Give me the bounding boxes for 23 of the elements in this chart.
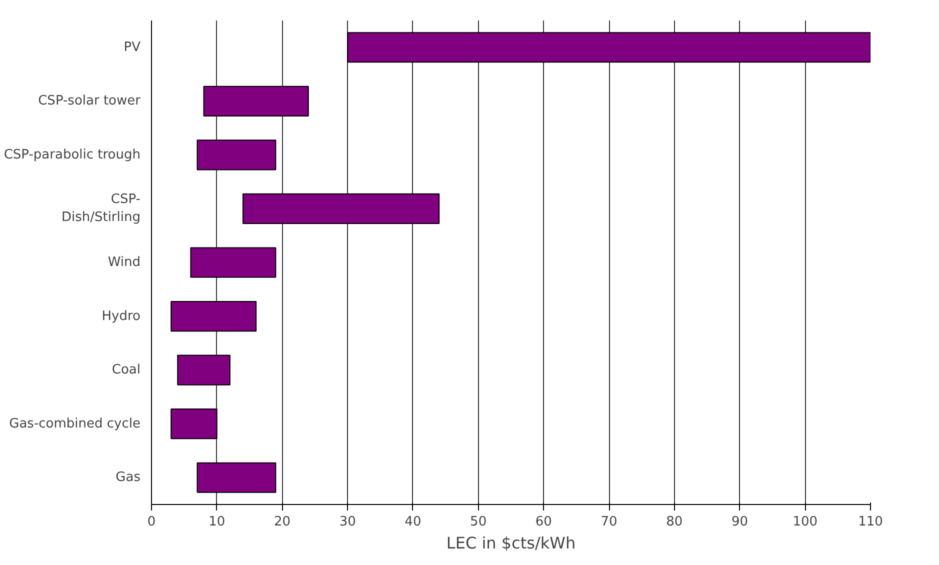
y-tick-label: Gas-combined cycle: [9, 416, 141, 432]
y-tick-label: Coal: [112, 362, 140, 378]
x-tick-label: 110: [858, 514, 883, 530]
x-tick-label: 40: [404, 514, 422, 530]
x-tick-label: 100: [792, 514, 818, 530]
x-tick-label: 20: [274, 514, 291, 530]
y-tick-label: PV: [124, 40, 141, 55]
x-tick-label: 80: [666, 514, 683, 530]
y-tick-label: Hydro: [102, 308, 141, 324]
x-tick-label: 90: [732, 514, 748, 530]
x-axis-title: LEC in $cts/kWh: [446, 534, 576, 552]
x-tick-label: 10: [208, 514, 226, 530]
x-tick-label: 70: [600, 514, 618, 530]
x-tick-label: 60: [535, 514, 552, 530]
y-tick-label: Wind: [108, 255, 140, 270]
y-tick-label: CSP-parabolic trough: [4, 147, 141, 162]
x-tick-label: 0: [147, 514, 156, 530]
x-tick-label: 30: [339, 514, 356, 530]
bar: [242, 193, 440, 224]
x-tick-label: 50: [470, 514, 487, 530]
y-tick-label: Gas: [116, 470, 141, 486]
y-tick-label: CSP- Dish/Stirling: [61, 192, 141, 226]
y-tick-label: CSP-solar tower: [38, 94, 142, 109]
